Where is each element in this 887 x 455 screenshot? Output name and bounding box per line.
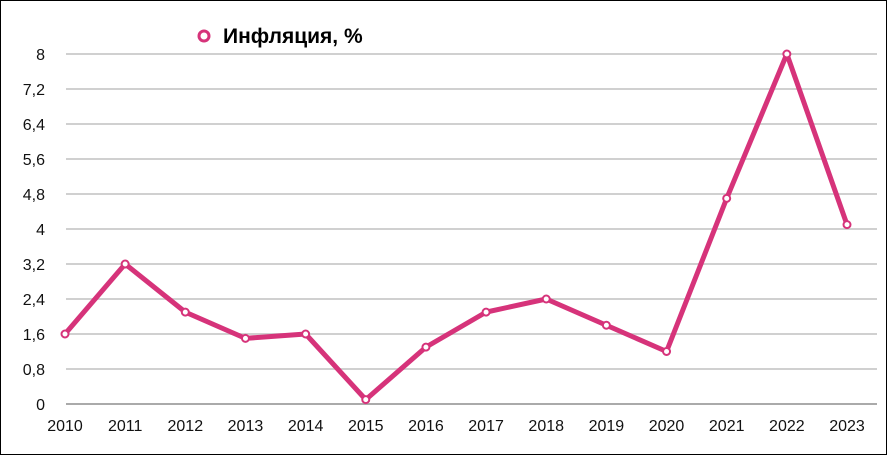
data-point <box>722 193 732 203</box>
y-tick-label: 6,4 <box>23 117 45 134</box>
y-tick-label: 4 <box>36 222 45 239</box>
y-tick-label: 0 <box>36 397 45 414</box>
data-point <box>421 342 431 352</box>
x-tick-label: 2021 <box>709 418 745 435</box>
x-tick-label: 2011 <box>108 418 143 435</box>
y-tick-label: 5,6 <box>23 152 45 169</box>
data-point <box>120 259 130 269</box>
x-tick-label: 2013 <box>228 418 264 435</box>
data-point <box>541 294 551 304</box>
y-tick-label: 3,2 <box>23 257 45 274</box>
y-tick-label: 8 <box>36 47 45 64</box>
x-tick-label: 2020 <box>649 418 685 435</box>
series-line <box>63 51 850 403</box>
y-tick-label: 2,4 <box>23 292 45 309</box>
x-tick-label: 2017 <box>468 418 504 435</box>
data-point <box>601 320 611 330</box>
x-tick-label: 2018 <box>528 418 564 435</box>
x-tick-label: 2019 <box>589 418 625 435</box>
x-tick-label: 2015 <box>348 418 384 435</box>
data-point <box>301 329 311 339</box>
y-tick-label: 1,6 <box>23 327 45 344</box>
x-tick-label: 2010 <box>47 418 83 435</box>
x-tick-label: 2023 <box>829 418 865 435</box>
data-point <box>842 220 852 230</box>
y-tick-label: 7,2 <box>23 82 45 99</box>
data-point <box>180 307 190 317</box>
y-tick-label: 4,8 <box>23 187 45 204</box>
data-point <box>60 329 70 339</box>
data-point <box>662 347 672 356</box>
x-tick-label: 2014 <box>288 418 324 435</box>
y-tick-label: 0,8 <box>23 362 45 379</box>
data-point <box>361 395 371 405</box>
legend-marker-icon <box>197 29 211 43</box>
x-tick-label: 2016 <box>408 418 444 435</box>
legend-label: Инфляция, % <box>223 25 363 48</box>
data-point <box>240 333 250 343</box>
x-tick-label: 2022 <box>769 418 805 435</box>
data-point <box>782 49 792 59</box>
x-tick-label: 2012 <box>168 418 204 435</box>
data-point <box>481 307 491 317</box>
